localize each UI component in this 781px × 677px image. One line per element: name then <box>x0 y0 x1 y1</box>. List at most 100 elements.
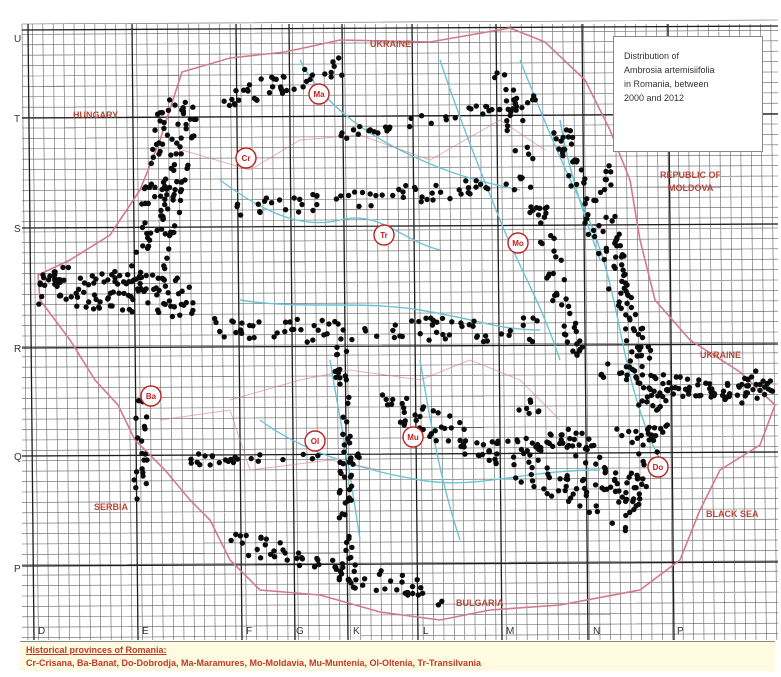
occurrence-dot <box>612 213 618 220</box>
occurrence-dot <box>745 382 752 389</box>
occurrence-dot <box>529 478 536 484</box>
province-key: Historical provinces of Romania: Cr-Cris… <box>20 641 775 671</box>
occurrence-dot <box>519 104 525 111</box>
occurrence-dot <box>362 328 369 334</box>
occurrence-dot <box>182 99 188 106</box>
occurrence-dot <box>753 368 759 374</box>
occurrence-dot <box>404 395 410 402</box>
occurrence-dot <box>57 292 63 298</box>
river-line <box>419 359 461 541</box>
occurrence-dot <box>90 306 97 312</box>
occurrence-dot <box>623 376 630 383</box>
occurrence-dot <box>565 426 571 432</box>
occurrence-dot <box>337 487 343 494</box>
occurrence-dot <box>197 462 203 468</box>
occurrence-dot <box>145 243 152 249</box>
column-letters: D E F G K L M N P <box>38 626 684 637</box>
occurrence-dot <box>563 296 569 302</box>
occurrence-dot <box>165 107 172 114</box>
occurrence-dot <box>541 486 547 492</box>
occurrence-dot <box>355 131 361 137</box>
occurrence-dot <box>162 283 169 289</box>
occurrence-dot <box>582 446 589 452</box>
occurrence-dot <box>345 577 351 583</box>
occurrence-dot <box>143 414 150 420</box>
occurrence-dot <box>401 405 407 411</box>
country-label-bulgaria: BULGARIA <box>456 598 504 608</box>
col-letter: D <box>38 626 45 637</box>
occurrence-dot <box>309 456 316 462</box>
occurrence-dot <box>565 303 572 309</box>
occurrence-dot <box>572 320 579 326</box>
occurrence-dot <box>246 335 253 341</box>
occurrence-dot <box>760 378 766 384</box>
occurrence-dot <box>112 278 118 285</box>
occurrence-dot <box>340 431 346 437</box>
occurrence-dot <box>267 551 274 558</box>
occurrence-dot <box>616 499 622 505</box>
occurrence-dot <box>423 315 429 321</box>
occurrence-dot <box>633 374 639 380</box>
occurrence-dot <box>634 435 641 441</box>
occurrence-dot <box>310 207 316 214</box>
occurrence-dot <box>335 367 341 373</box>
occurrence-dot <box>411 184 418 191</box>
occurrence-dot <box>36 301 42 307</box>
occurrence-dot <box>739 381 745 388</box>
occurrence-dot <box>187 116 193 122</box>
occurrence-dot <box>178 187 185 193</box>
occurrence-dot <box>601 256 607 263</box>
occurrence-dot <box>129 278 135 285</box>
row-letter: S <box>14 224 21 235</box>
occurrence-dot <box>164 255 170 261</box>
occurrence-dot <box>282 207 289 213</box>
occurrence-dot <box>368 203 374 209</box>
occurrence-dot <box>161 300 167 307</box>
legend-line: in Romania, between <box>624 79 709 89</box>
occurrence-dot <box>439 315 446 322</box>
province-code: Ba <box>146 392 157 401</box>
occurrence-dot <box>183 121 189 128</box>
occurrence-dot <box>366 128 372 134</box>
occurrence-dot <box>346 440 353 446</box>
occurrence-dot <box>452 115 458 121</box>
occurrence-dot <box>258 76 264 82</box>
occurrence-dot <box>297 196 303 202</box>
occurrence-dot <box>569 443 576 449</box>
occurrence-dot <box>585 231 591 238</box>
occurrence-dot <box>330 557 336 563</box>
occurrence-dot <box>579 430 585 436</box>
occurrence-dot <box>379 192 385 198</box>
province-code: Cr <box>242 154 251 163</box>
occurrence-dot <box>138 438 145 444</box>
occurrence-dot <box>386 126 392 132</box>
occurrence-dot <box>761 391 768 398</box>
occurrence-dot <box>435 602 442 608</box>
occurrence-dot <box>143 272 149 279</box>
occurrence-dot <box>518 446 525 453</box>
occurrence-dot <box>448 425 454 431</box>
occurrence-dot <box>337 375 343 381</box>
occurrence-dot <box>597 189 604 196</box>
occurrence-dot <box>371 129 377 135</box>
occurrence-dot <box>511 187 518 193</box>
occurrence-dot <box>273 76 279 83</box>
occurrence-dot <box>563 483 569 490</box>
province-code: Mo <box>512 239 524 248</box>
occurrence-dot <box>526 410 532 417</box>
occurrence-dot <box>238 330 245 336</box>
occurrence-dot <box>686 391 692 397</box>
occurrence-dot <box>341 449 347 455</box>
occurrence-dot <box>415 592 421 598</box>
occurrence-dot <box>611 263 617 269</box>
occurrence-dot <box>618 305 624 311</box>
occurrence-dot <box>316 561 322 568</box>
occurrence-dot <box>414 577 420 583</box>
occurrence-dot <box>564 339 571 345</box>
occurrence-dot <box>494 70 500 76</box>
occurrence-dot <box>133 415 139 421</box>
occurrence-dot <box>418 585 424 591</box>
occurrence-dot <box>331 63 337 69</box>
occurrence-dot <box>557 440 563 447</box>
occurrence-dot <box>609 218 615 224</box>
